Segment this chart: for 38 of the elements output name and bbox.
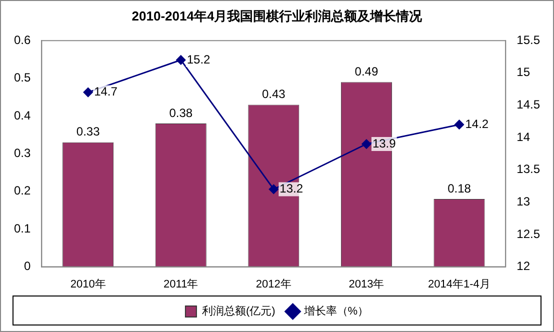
y2-tick-label: 15.5 <box>516 32 540 47</box>
y-tick-label: 0.2 <box>14 184 31 198</box>
chart-title: 2010-2014年4月我国围棋行业利润总额及增长情况 <box>132 8 424 24</box>
x-tick-label: 2013年 <box>348 278 384 290</box>
y2-tick-label: 12 <box>516 259 530 274</box>
x-tick-label: 2012年 <box>256 278 292 290</box>
data-label: 13.9 <box>372 136 396 150</box>
legend-label: 利润总额(亿元) <box>202 304 276 318</box>
y2-tick-label: 13.5 <box>516 162 540 176</box>
point <box>176 55 186 65</box>
data-label: 14.7 <box>94 84 118 99</box>
y2-tick-label: 14.5 <box>516 98 540 112</box>
point <box>362 139 372 149</box>
y-tick-label: 0.3 <box>14 146 31 160</box>
y2-tick-label: 14 <box>516 130 530 144</box>
legend-label: 增长率（%） <box>302 304 369 318</box>
point <box>268 184 278 194</box>
data-label: 13.2 <box>280 182 304 196</box>
y2-tick-label: 15 <box>516 65 530 80</box>
data-label: 0.33 <box>76 124 100 139</box>
y-tick-label: 0.4 <box>14 108 31 122</box>
data-label: 0.49 <box>354 64 378 78</box>
y-tick-label: 0.5 <box>14 70 31 85</box>
data-label: 15.2 <box>186 52 211 66</box>
data-label: 0.18 <box>448 181 472 196</box>
y-tick-label: 0 <box>24 259 31 274</box>
x-tick-label: 2014年1-4月 <box>428 278 490 290</box>
point <box>83 88 93 98</box>
y2-tick-label: 12.5 <box>516 226 540 241</box>
data-label: 0.38 <box>169 106 193 120</box>
x-tick-label: 2010年 <box>70 278 106 290</box>
point <box>454 120 464 130</box>
y-tick-label: 0.1 <box>14 221 31 236</box>
data-label: 0.43 <box>262 87 286 102</box>
data-label: 14.2 <box>465 116 489 131</box>
x-tick-label: 2011年 <box>164 278 198 290</box>
y2-tick-label: 13 <box>516 194 530 208</box>
y-tick-label: 0.6 <box>14 32 31 47</box>
